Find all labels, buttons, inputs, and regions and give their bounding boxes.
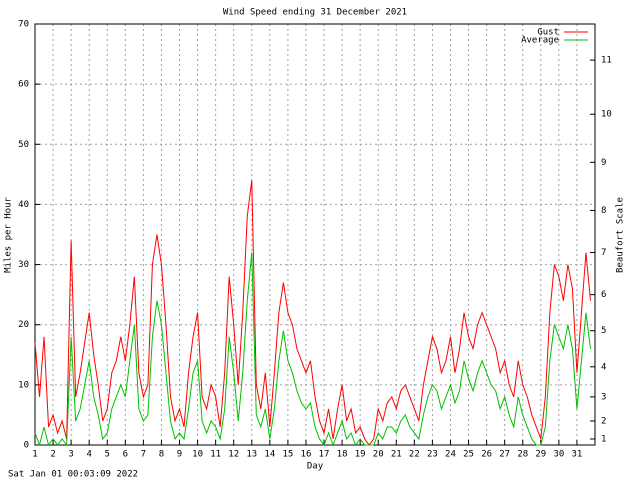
x-tick-label: 25 — [463, 450, 474, 460]
x-tick-label: 12 — [228, 450, 239, 460]
x-tick-label: 6 — [123, 450, 128, 460]
x-tick-label: 9 — [177, 450, 182, 460]
y-tick-label: 70 — [18, 20, 29, 30]
x-tick-label: 5 — [105, 450, 110, 460]
y-tick-label: 60 — [18, 80, 29, 90]
x-tick-label: 11 — [210, 450, 221, 460]
y2-tick-label: 4 — [601, 362, 606, 372]
x-tick-label: 15 — [282, 450, 293, 460]
x-tick-label: 17 — [319, 450, 330, 460]
y2-tick-label: 2 — [601, 416, 606, 426]
x-tick-label: 8 — [159, 450, 164, 460]
y2-tick-label: 9 — [601, 158, 606, 168]
x-tick-label: 19 — [355, 450, 366, 460]
x-tick-label: 3 — [68, 450, 73, 460]
y-axis-label: Miles per Hour — [4, 196, 14, 272]
x-tick-label: 18 — [337, 450, 348, 460]
x-tick-label: 23 — [427, 450, 438, 460]
footer: Sat Jan 01 00:03:09 2022 — [8, 470, 138, 480]
y2-tick-label: 8 — [601, 206, 606, 216]
x-tick-label: 30 — [553, 450, 564, 460]
x-tick-label: 4 — [86, 450, 91, 460]
x-tick-label: 31 — [572, 450, 583, 460]
x-tick-label: 16 — [301, 450, 312, 460]
series-line — [34, 252, 591, 447]
x-tick-label: 24 — [445, 450, 456, 460]
x-tick-label: 29 — [535, 450, 546, 460]
x-tick-label: 22 — [409, 450, 420, 460]
x-tick-label: 20 — [373, 450, 384, 460]
y2-tick-label: 7 — [601, 248, 606, 258]
y-tick-label: 30 — [18, 260, 29, 270]
x-tick-label: 28 — [517, 450, 528, 460]
plot-frame — [34, 23, 596, 446]
y-tick-label: 20 — [18, 320, 29, 330]
y2-tick-label: 3 — [601, 392, 606, 402]
y-tick-label: 0 — [24, 441, 29, 451]
y2-tick-label: 10 — [601, 110, 612, 120]
x-axis-label: Day — [307, 462, 324, 472]
x-tick-label: 14 — [264, 450, 275, 460]
x-tick-label: 10 — [192, 450, 203, 460]
x-tick-label: 1 — [32, 450, 37, 460]
x-tick-label: 26 — [481, 450, 492, 460]
series-line — [34, 180, 591, 446]
x-tick-label: 21 — [391, 450, 402, 460]
legend-label: Gust — [537, 28, 559, 38]
x-tick-label: 2 — [50, 450, 55, 460]
x-tick-label: 27 — [499, 450, 510, 460]
legend-label: Average — [521, 36, 559, 46]
y2-tick-label: 11 — [601, 56, 612, 66]
y2-tick-label: 5 — [601, 326, 606, 336]
chart-title: Wind Speed ending 31 December 2021 — [223, 8, 407, 18]
y-tick-label: 50 — [18, 140, 29, 150]
y-tick-label: 40 — [18, 200, 29, 210]
y2-axis-label: Beaufort Scale — [616, 197, 626, 273]
y2-tick-label: 6 — [601, 290, 606, 300]
y-tick-label: 10 — [18, 380, 29, 390]
y2-tick-label: 1 — [601, 434, 606, 444]
x-tick-label: 7 — [141, 450, 146, 460]
x-tick-label: 13 — [246, 450, 257, 460]
